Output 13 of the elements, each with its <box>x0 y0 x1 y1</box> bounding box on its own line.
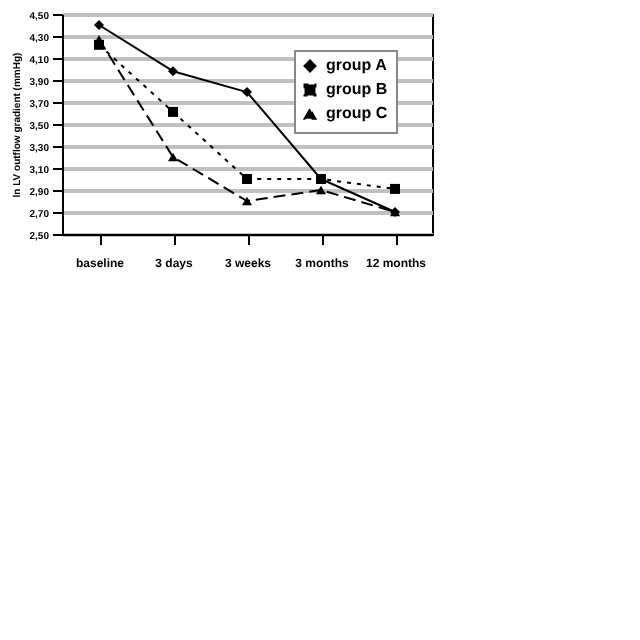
point <box>94 20 104 30</box>
point <box>168 106 178 117</box>
point <box>168 152 178 162</box>
point <box>168 66 178 77</box>
point <box>390 183 400 194</box>
legend-label: group C <box>326 104 388 122</box>
point <box>242 174 252 184</box>
point <box>316 185 326 195</box>
legend-label: group A <box>326 56 388 74</box>
point <box>242 87 252 98</box>
point <box>242 196 252 206</box>
point <box>316 174 326 184</box>
legend-label: group B <box>326 80 388 98</box>
